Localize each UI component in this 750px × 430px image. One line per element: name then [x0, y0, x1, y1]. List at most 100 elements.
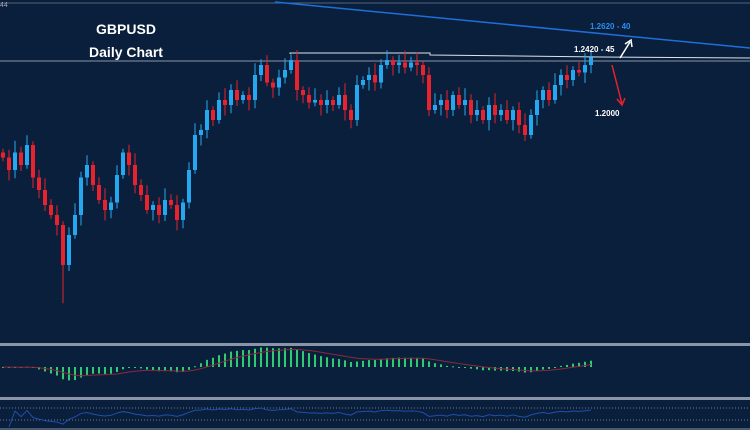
chart-subtitle: Daily Chart [89, 44, 163, 60]
candle-body [79, 177, 83, 215]
macd-histogram-bar [44, 367, 46, 372]
macd-histogram-bar [488, 367, 490, 371]
candle-body [301, 90, 305, 95]
candle-body [499, 110, 503, 115]
rsi-panel-separator [0, 397, 750, 400]
up-arrow-icon [619, 41, 631, 59]
candle-body [523, 125, 527, 135]
macd-histogram-bar [386, 358, 388, 367]
candle-body [391, 60, 395, 65]
candle-body [277, 77, 281, 88]
macd-histogram-bar [116, 367, 118, 372]
candle-body [169, 200, 173, 205]
candle-body [157, 205, 161, 215]
macd-histogram-bar [554, 367, 556, 368]
candle-body [379, 65, 383, 83]
lower-target-label: 1.2000 [595, 109, 620, 118]
macd-histogram-bar [56, 367, 58, 376]
macd-histogram-bar [176, 367, 178, 373]
macd-histogram-bar [104, 367, 106, 374]
macd-histogram-bar [530, 367, 532, 373]
candle-body [325, 100, 329, 105]
macd-histogram-bar [494, 367, 496, 371]
macd-histogram-bar [188, 367, 190, 370]
macd-histogram-bar [326, 357, 328, 367]
macd-histogram-bar [542, 367, 544, 370]
macd-histogram-bar [566, 364, 568, 367]
candle-body [349, 110, 353, 120]
macd-histogram-bar [446, 365, 448, 367]
macd-histogram-bar [128, 367, 130, 368]
macd-histogram-bar [302, 351, 304, 367]
macd-histogram-bar [470, 367, 472, 369]
macd-histogram-bar [272, 348, 274, 367]
macd-histogram-bar [464, 367, 466, 368]
candle-body [13, 152, 17, 170]
macd-histogram-bar [452, 366, 454, 368]
candle-body [343, 95, 347, 110]
macd-histogram-bar [434, 363, 436, 367]
candle-body [373, 75, 377, 83]
macd-histogram-bar [332, 358, 334, 367]
candle-body [145, 195, 149, 210]
macd-histogram-bar [590, 360, 592, 367]
candle-body [487, 105, 491, 120]
macd-histogram-bar [74, 367, 76, 381]
macd-histogram-bar [254, 348, 256, 367]
candle-body [505, 110, 509, 120]
macd-histogram-bar [320, 356, 322, 367]
macd-histogram-bar [584, 361, 586, 367]
macd-histogram-bar [278, 348, 280, 367]
candle-body [421, 65, 425, 75]
candle-body [19, 152, 23, 165]
macd-histogram-bar [362, 360, 364, 367]
candle-body [235, 90, 239, 100]
candle-body [355, 85, 359, 120]
upper-target-label: 1.2620 - 40 [590, 22, 631, 31]
macd-histogram-bar [218, 355, 220, 367]
macd-histogram-bar [428, 361, 430, 367]
candle-body [529, 115, 533, 135]
macd-histogram-bar [194, 366, 196, 368]
candle-body [151, 205, 155, 210]
candle-body [139, 185, 143, 195]
macd-histogram-bar [146, 367, 148, 370]
candle-body [97, 185, 101, 200]
candle-body [37, 177, 41, 190]
macd-histogram-bar [350, 362, 352, 367]
candle-body [91, 165, 95, 185]
candle-body [547, 90, 551, 100]
macd-histogram-bar [374, 360, 376, 367]
macd-histogram-bar [338, 359, 340, 367]
candle-body [427, 75, 431, 110]
macd-histogram-bar [560, 365, 562, 367]
macd-histogram-bar [410, 357, 412, 367]
candle-body [451, 95, 455, 110]
candle-body [229, 90, 233, 105]
candle-body [175, 205, 179, 220]
candle-body [289, 60, 293, 70]
candle-body [271, 82, 275, 88]
candle-body [535, 100, 539, 115]
macd-histogram-bar [344, 360, 346, 367]
candle-body [103, 200, 107, 210]
macd-histogram-bar [212, 357, 214, 367]
candle-body [55, 215, 59, 225]
candle-body [211, 110, 215, 120]
macd-panel-separator [0, 343, 750, 346]
candle-body [199, 130, 203, 135]
candle-body [589, 57, 593, 65]
candle-body [511, 110, 515, 120]
candle-body [121, 152, 125, 175]
macd-histogram-bar [80, 367, 82, 378]
macd-histogram-bar [182, 367, 184, 372]
macd-histogram-bar [416, 357, 418, 367]
candle-body [469, 100, 473, 115]
candle-body [295, 60, 299, 90]
candle-body [259, 65, 263, 75]
macd-histogram-bar [512, 367, 514, 372]
macd-histogram-bar [572, 363, 574, 367]
candle-body [337, 95, 341, 105]
candle-body [265, 65, 269, 83]
macd-histogram-bar [200, 363, 202, 367]
